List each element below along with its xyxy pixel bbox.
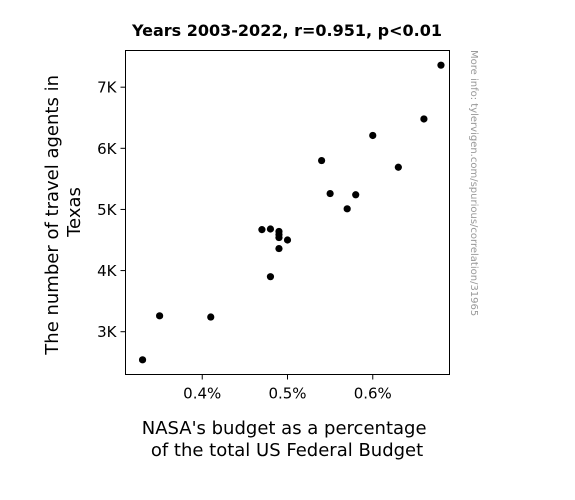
y-tick-label: 7K <box>97 79 118 97</box>
x-tick-label: 0.6% <box>354 385 392 403</box>
data-point <box>343 205 351 213</box>
x-axis-label-line-2: of the total US Federal Budget <box>151 440 423 461</box>
x-axis-ticks: 0.4% 0.5% 0.6% <box>183 374 392 403</box>
y-axis-label-line-1: The number of travel agents in <box>42 75 63 356</box>
data-point <box>275 233 283 242</box>
x-axis-label: NASA's budget as a percentage of the tot… <box>142 418 433 461</box>
data-point <box>266 273 275 281</box>
y-tick-label: 5K <box>97 201 118 219</box>
y-axis-ticks: 3K 4K 5K 6K 7K <box>97 79 126 341</box>
data-point <box>326 189 334 198</box>
data-point <box>283 236 292 244</box>
y-axis-label: The number of travel agents in Texas <box>42 69 85 355</box>
data-point <box>275 244 283 253</box>
y-tick-label: 3K <box>97 323 118 341</box>
data-point <box>258 226 266 234</box>
data-point <box>352 191 360 199</box>
chart-title: Years 2003-2022, r=0.951, p<0.01 <box>131 21 442 40</box>
x-axis-label-line-1: NASA's budget as a percentage <box>142 418 427 439</box>
data-point <box>369 131 377 140</box>
data-point <box>420 115 428 123</box>
x-tick-label: 0.4% <box>183 385 221 403</box>
y-tick-label: 4K <box>97 262 118 280</box>
data-points <box>138 61 445 364</box>
x-tick-label: 0.5% <box>268 385 306 403</box>
data-point <box>394 163 402 171</box>
data-point <box>437 61 445 69</box>
data-point <box>266 225 275 233</box>
watermark-text: More info: tylervigen.com/spurious/corre… <box>468 50 479 316</box>
y-axis-label-line-2: Texas <box>64 187 85 238</box>
data-point <box>207 313 215 321</box>
y-tick-label: 6K <box>97 140 118 158</box>
data-point <box>138 356 147 364</box>
data-point <box>318 156 326 165</box>
data-point <box>156 312 164 320</box>
plot-area <box>125 50 450 375</box>
